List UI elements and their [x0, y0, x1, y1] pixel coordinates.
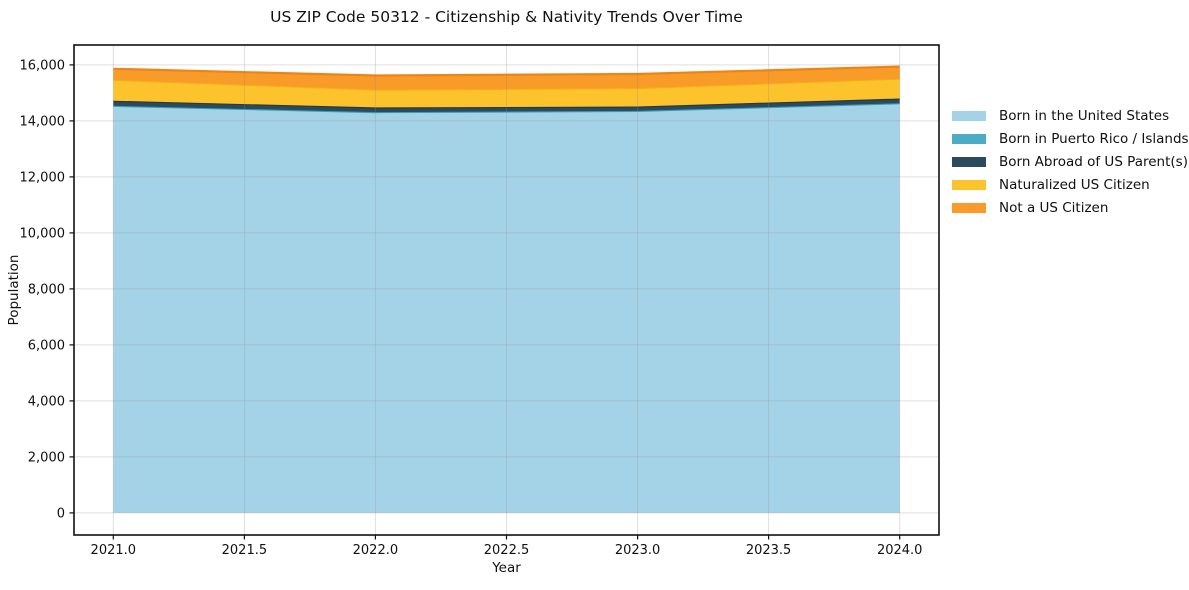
legend-label: Born in the United States [999, 107, 1170, 124]
legend-item-born-abroad: Born Abroad of US Parent(s) [952, 150, 1189, 173]
legend-item-naturalized: Naturalized US Citizen [952, 173, 1189, 196]
legend-swatch-born-us [952, 110, 986, 121]
y-tick-label: 12,000 [20, 170, 66, 185]
legend-item-born-pr: Born in Puerto Rico / Islands [952, 127, 1189, 150]
legend-label: Not a US Citizen [999, 199, 1109, 216]
x-tick-label: 2022.0 [353, 543, 399, 558]
legend-label: Born Abroad of US Parent(s) [999, 153, 1188, 170]
x-tick-label: 2021.0 [91, 543, 137, 558]
y-tick-label: 16,000 [20, 58, 66, 73]
y-tick-label: 0 [57, 506, 65, 521]
legend-swatch-not-citizen [952, 202, 986, 213]
legend-item-not-citizen: Not a US Citizen [952, 196, 1189, 219]
area-born-abroad-of-us-parent-s [113, 98, 900, 113]
y-tick-label: 10,000 [20, 226, 66, 241]
x-tick-label: 2022.5 [484, 543, 530, 558]
legend-label: Born in Puerto Rico / Islands [999, 130, 1189, 147]
legend: Born in the United States Born in Puerto… [952, 104, 1189, 219]
chart-title: US ZIP Code 50312 - Citizenship & Nativi… [270, 8, 743, 26]
x-tick-label: 2023.0 [615, 543, 661, 558]
area-born-in-the-united-states [113, 104, 900, 513]
y-axis-label: Population [6, 254, 22, 326]
x-axis-label: Year [492, 560, 521, 576]
legend-label: Naturalized US Citizen [999, 176, 1150, 193]
y-tick-label: 2,000 [28, 450, 65, 465]
x-tick-label: 2024.0 [877, 543, 923, 558]
y-tick-label: 6,000 [28, 338, 65, 353]
y-tick-label: 14,000 [20, 114, 66, 129]
area-edge-not-a-us-citizen [113, 65, 900, 77]
x-tick-label: 2023.5 [746, 543, 792, 558]
y-tick-label: 4,000 [28, 394, 65, 409]
x-tick-label: 2021.5 [222, 543, 268, 558]
legend-swatch-born-abroad [952, 156, 986, 167]
legend-swatch-naturalized [952, 179, 986, 190]
y-tick-label: 8,000 [28, 282, 65, 297]
legend-swatch-born-pr [952, 133, 986, 144]
legend-item-born-us: Born in the United States [952, 104, 1189, 127]
